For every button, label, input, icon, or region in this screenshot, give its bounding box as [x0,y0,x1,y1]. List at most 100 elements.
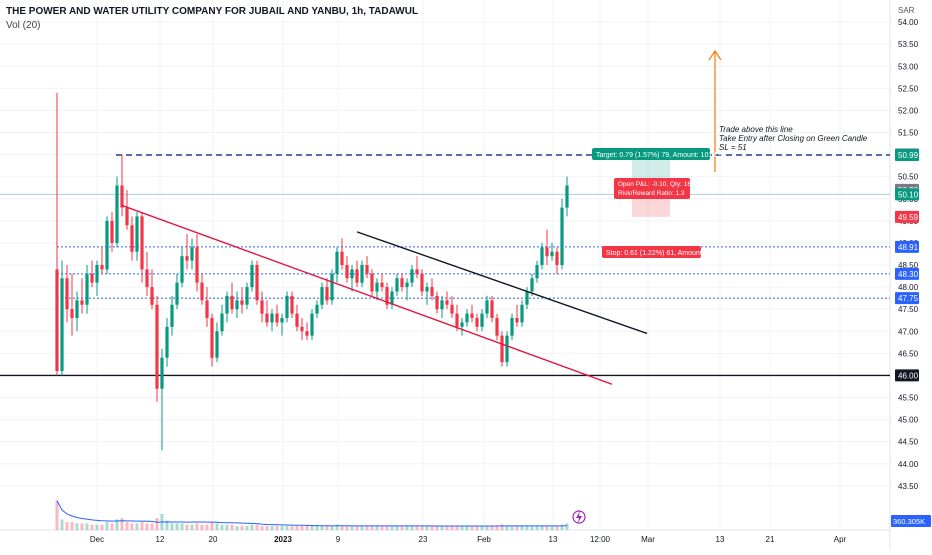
volume-bar [180,523,184,530]
candle-body [455,313,459,327]
candle-body [210,318,214,358]
candle-body [65,278,69,310]
candle [150,269,154,310]
candle [230,282,234,314]
candle [550,242,554,261]
time-tick-label: Feb [477,535,491,544]
candle-body [470,313,474,318]
candle-body [175,282,179,305]
candle-body [535,265,539,279]
candle-body [90,273,94,283]
candle [360,260,364,288]
candle-body [275,313,279,323]
candle-body [495,318,499,336]
volume-bar [525,526,529,530]
price-badge [895,149,919,162]
price-badge [895,240,919,253]
candle-body [265,313,269,323]
candle-body [125,207,129,226]
volume-bar [325,526,329,530]
volume-bar [195,523,199,530]
candle [235,291,239,318]
volume-bar [120,518,124,530]
candle [75,291,79,332]
candle-body [190,247,194,261]
volume-bar [100,524,104,530]
volume-bar [90,524,94,530]
volume-bar [285,526,289,530]
candle [475,313,479,332]
volume-bar [320,526,324,530]
candle [285,291,289,323]
candle [170,295,174,336]
volume-bar [265,526,269,530]
candle-body [405,282,409,288]
volume-bar [455,526,459,530]
volume-indicator-label[interactable]: Vol (20) [6,20,41,31]
candle [445,291,449,310]
volume-bar [275,526,279,530]
target-label-text: Target: 0.79 (1.57%) 79, Amount: 1012.95 [596,152,726,159]
candle [560,198,564,270]
candle [160,348,164,451]
price-badge [895,369,919,382]
price-tick-label: 44.00 [898,460,919,469]
volume-badge-text: 360.305K [893,517,925,526]
volume-bar [145,523,149,530]
candle [485,295,489,318]
candle [500,331,504,367]
candle-body [215,331,219,358]
candle-body [420,273,424,292]
volume-bar [425,526,429,530]
candle-body [160,357,164,389]
volume-bar [185,524,189,530]
candle [540,242,544,270]
candle [470,304,474,323]
volume-bar [55,500,59,530]
candle [535,260,539,283]
volume-bar [475,526,479,530]
horizontal-levels [0,154,890,377]
candle-body [435,295,439,310]
target-label-box [592,148,710,160]
price-badges: 51.0050.9950.2050.1049.5948.9148.3047.75… [895,148,919,382]
volume-bar [330,526,334,530]
candle-body [155,304,159,389]
volume-bar [85,523,89,530]
time-tick-label: Dec [90,535,104,544]
candle-body [510,318,514,336]
candle [375,278,379,301]
candle-body [490,300,494,318]
price-badge [895,210,919,223]
candle-body [350,269,354,279]
volume-bar [235,526,239,530]
candle [465,309,469,327]
price-badge-text: 50.99 [898,151,919,160]
price-badge [895,267,919,280]
volume-bar [310,526,314,530]
volume-bar [105,522,109,530]
candle [380,273,384,292]
candle-body [475,318,479,327]
candle-body [100,265,104,270]
candle-body [135,216,139,252]
stop-label-text: Stop: 0.61 (1.22%) 61, Amount: 990 [606,250,717,257]
candle [515,304,519,327]
candle [520,300,524,327]
candle [65,265,69,323]
candle-body [235,300,239,310]
candle-body [480,313,484,327]
candle [270,309,274,332]
candle-body [220,313,224,332]
annotation-note-line: Trade above this line [719,125,793,134]
price-tick-label: 47.50 [898,305,919,314]
candle [495,313,499,341]
price-tick-label: 43.50 [898,482,919,491]
candle-body [440,300,444,310]
candle [295,304,299,332]
candle [255,260,259,305]
candle-body [505,335,509,363]
volume-bar [395,526,399,530]
